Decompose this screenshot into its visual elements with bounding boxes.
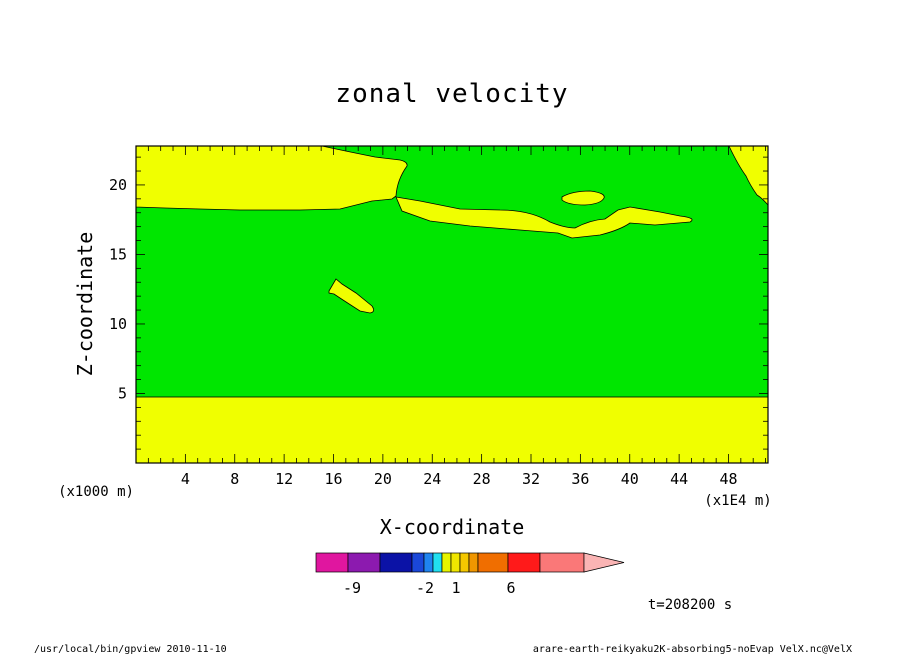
colorbar-tick-label: -9	[343, 579, 361, 597]
chart-title: zonal velocity	[335, 79, 568, 109]
colorbar-swatch	[468, 552, 479, 573]
footer-left: /usr/local/bin/gpview 2010-11-10	[34, 644, 227, 654]
colorbar-tick-label: 1	[451, 579, 460, 597]
x-ticks: 4 8 12 16 20 24 28 32 36 40 44 48	[147, 146, 766, 488]
colorbar-arrow	[583, 552, 625, 573]
footer-right: arare-earth-reikyaku2K-absorbing5-noEvap…	[533, 644, 852, 654]
x-tick-label: 16	[324, 470, 342, 488]
y-tick-label: 15	[109, 245, 127, 263]
colorbar: -9 -2 1 6	[315, 552, 625, 597]
x-tick-label: 8	[230, 470, 239, 488]
region-upper-left	[135, 145, 408, 211]
colorbar-swatch	[450, 552, 461, 573]
y-tick-label: 20	[109, 176, 127, 194]
x-tick-label: 32	[522, 470, 540, 488]
x-tick-label: 44	[670, 470, 688, 488]
colorbar-swatch	[315, 552, 349, 573]
colorbar-swatch	[441, 552, 452, 573]
x-tick-label: 36	[571, 470, 589, 488]
x-tick-label: 20	[374, 470, 392, 488]
x-axis-label: X-coordinate	[380, 515, 525, 539]
colorbar-tick-label: -2	[416, 579, 434, 597]
y-tick-label: 5	[118, 384, 127, 402]
colorbar-swatch	[477, 552, 509, 573]
colorbar-swatch	[507, 552, 541, 573]
region-band	[395, 196, 693, 239]
y-axis-label: Z-coordinate	[73, 232, 97, 377]
region-blob	[561, 190, 605, 206]
y-tick-label: 10	[109, 315, 127, 333]
x-tick-label: 48	[719, 470, 737, 488]
region-streak	[328, 278, 374, 314]
time-label: t=208200 s	[648, 597, 732, 613]
plot-frame	[135, 145, 769, 464]
colorbar-swatch	[379, 552, 413, 573]
colorbar-swatch	[459, 552, 470, 573]
colorbar-swatch	[423, 552, 434, 573]
x-tick-label: 12	[275, 470, 293, 488]
x-unit-label: (x1E4 m)	[704, 493, 771, 509]
region-bottom-layer	[135, 396, 769, 464]
colorbar-swatch	[432, 552, 443, 573]
colorbar-tick-label: 6	[506, 579, 515, 597]
x-tick-label: 28	[473, 470, 491, 488]
colorbar-swatch	[539, 552, 585, 573]
colorbar-swatch	[411, 552, 425, 573]
y-ticks: 5 10 15 20	[109, 156, 768, 450]
x-tick-label: 4	[181, 470, 190, 488]
y-unit-label: (x1000 m)	[58, 484, 134, 500]
x-tick-label: 24	[423, 470, 441, 488]
region-upper-right	[728, 145, 769, 207]
colorbar-swatch	[347, 552, 381, 573]
x-tick-label: 40	[621, 470, 639, 488]
